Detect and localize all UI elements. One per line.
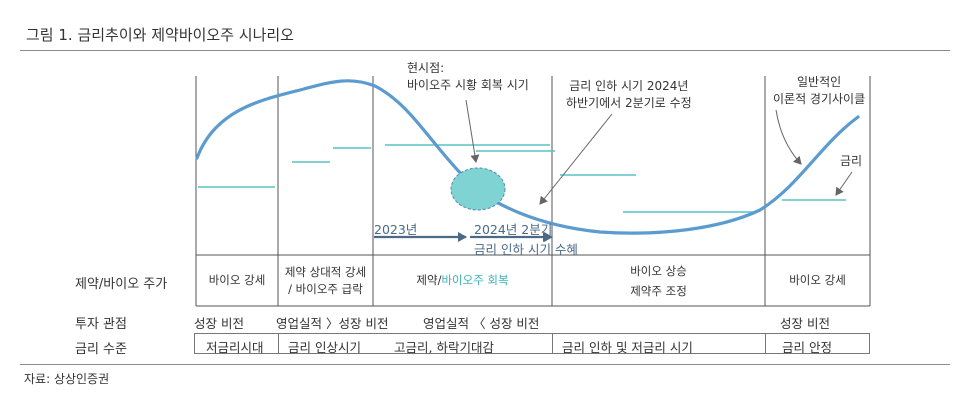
stock-cell-2-line1: 제약 상대적 강세: [284, 264, 367, 279]
timeline-label-benefit: 금리 인하 시기 수혜: [474, 242, 578, 257]
view-3: 영업실적 〈 성장 비전: [423, 316, 540, 331]
rate-level-5: 금리 안정: [782, 340, 832, 355]
row-label-rate: 금리 수준: [75, 342, 127, 357]
stock-cell-3-part1: 제약/: [416, 273, 442, 287]
stock-cell-4: 바이오 상승 제약주 조정: [553, 256, 764, 305]
cycle-note: 일반적인 이론적 경기사이클: [773, 74, 865, 108]
stock-cell-3-part2: 바이오주 회복: [441, 273, 509, 287]
stock-cell-4-line1: 바이오 상승: [630, 263, 687, 278]
figure-title: 그림 1. 금리추이와 제약바이오주 시나리오: [26, 26, 294, 44]
rate-level-sep-3: [765, 333, 766, 354]
stock-cell-1: 바이오 강세: [208, 273, 266, 287]
current-point-note: 현시점: 바이오주 시황 회복 시기: [407, 60, 529, 94]
current-point-arrow: [465, 99, 480, 163]
stock-cell-2: 제약 상대적 강세 / 바이오주 급락: [279, 256, 372, 305]
row-label-view: 투자 관점: [75, 317, 127, 332]
stock-cell-2-line2: / 바이오주 급락: [288, 281, 363, 296]
stock-cell-5: 바이오 강세: [789, 273, 846, 287]
rate-level-1: 저금리시대: [206, 340, 264, 355]
rate-level-3: 고금리, 하락기대감: [394, 340, 494, 355]
view-2: 영업실적 〉성장 비전: [276, 316, 389, 331]
rate-cut-arrow: [539, 113, 613, 205]
view-1: 성장 비전: [194, 316, 244, 331]
stock-cell-3: 제약/바이오주 회복: [374, 256, 551, 305]
stock-cell-4-line2: 제약주 조정: [630, 283, 687, 298]
view-5: 성장 비전: [780, 316, 830, 331]
current-point-marker: [450, 167, 506, 211]
rate-cut-note-line1: 금리 인하 시기 2024년: [569, 79, 689, 93]
rate-cut-note: 금리 인하 시기 2024년 하반기에서 2분기로 수정: [566, 78, 692, 112]
timeline-label-2023: 2023년: [374, 222, 418, 237]
rate-label-arrow: [835, 171, 853, 196]
rate-level-bar: [194, 333, 870, 354]
cycle-note-line1: 일반적인: [796, 75, 842, 89]
cycle-note-line2: 이론적 경기사이클: [773, 92, 866, 106]
rate-line-label: 금리: [840, 154, 863, 168]
cycle-arrow: [775, 109, 802, 165]
rate-level-sep-1: [278, 333, 279, 354]
rate-level-sep-2: [552, 333, 553, 354]
timeline-label-2024q2: 2024년 2분기: [474, 222, 553, 237]
source-note: 자료: 상상인증권: [24, 372, 110, 386]
rate-level-4: 금리 인하 및 저금리 시기: [562, 340, 693, 355]
rate-cut-note-line2: 하반기에서 2분기로 수정: [566, 96, 692, 110]
current-point-note-line1: 현시점:: [407, 61, 445, 75]
rate-level-2: 금리 인상시기: [288, 340, 361, 355]
current-point-note-line2: 바이오주 시황 회복 시기: [407, 78, 529, 92]
row-label-stock: 제약/바이오 주가: [75, 277, 168, 292]
bottom-divider: [20, 364, 950, 365]
stock-price-curve: [195, 79, 860, 235]
title-divider: [20, 50, 950, 51]
